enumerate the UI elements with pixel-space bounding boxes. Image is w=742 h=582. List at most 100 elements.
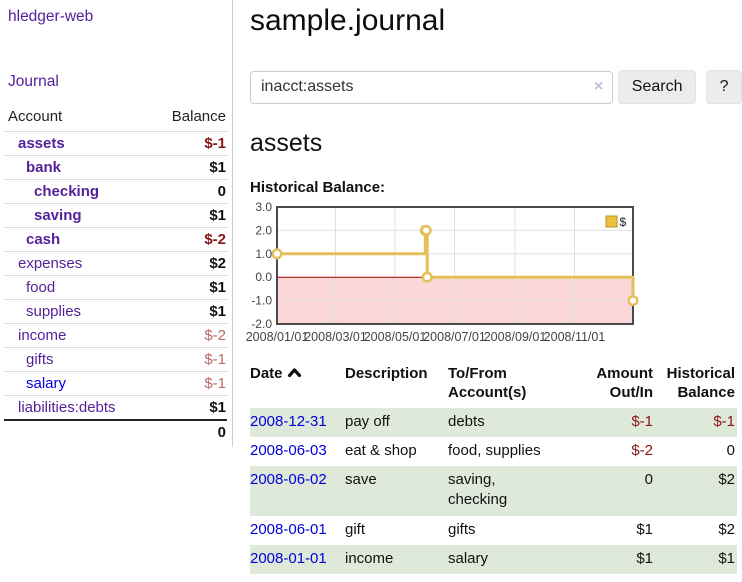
x-tick-label: 2008/03/01 [304, 330, 367, 344]
sidebar-account-name: checking [4, 179, 150, 204]
sidebar-account-row: checking 0 [4, 179, 227, 204]
data-point-marker [271, 248, 283, 260]
sidebar-account-name: gifts [4, 347, 150, 372]
sidebar-account-link-saving[interactable]: saving [34, 207, 82, 224]
sidebar-account-row: saving $1 [4, 203, 227, 228]
search-help-button[interactable]: ? [706, 70, 742, 104]
accounts-header-balance: Balance [171, 108, 226, 125]
register-cell-balance: $2 [718, 520, 735, 538]
register-cell-tofrom: food, supplies [448, 441, 541, 459]
y-tick-label: -1.0 [251, 294, 272, 308]
search-input[interactable] [250, 70, 614, 104]
register-header-date[interactable]: Date [250, 363, 345, 408]
sidebar-account-row: supplies $1 [4, 299, 227, 324]
sidebar-account-balance: $-2 [149, 227, 227, 252]
sidebar-account-row: assets $-1 [4, 131, 227, 156]
x-tick-label: 2008/05/01 [364, 330, 427, 344]
sidebar-accounts-body: assets $-1 bank $1 checking 0 saving $1 cash $-2 e… [4, 131, 227, 420]
sidebar-account-name: salary [4, 371, 150, 396]
register-cell-date: 2008-06-03 [250, 437, 345, 466]
accounts-total-value: 0 [149, 419, 227, 444]
register-header-row: Date Description To/From Account(s) Amou… [250, 363, 737, 408]
register-row: 2008-06-03 eat & shop food, supplies $-2 0 [250, 437, 737, 466]
sidebar-account-name: liabilities:debts [4, 395, 150, 420]
y-tick-label: 1.0 [255, 247, 272, 261]
sidebar-account-row: income $-2 [4, 323, 227, 348]
register-cell-date: 2008-12-31 [250, 407, 345, 437]
transaction-date-link[interactable]: 2008-06-02 [250, 471, 327, 488]
y-tick-label: -2.0 [251, 317, 272, 331]
sidebar-account-balance: $2 [149, 251, 227, 276]
sidebar-account-name: supplies [4, 299, 150, 324]
sidebar-account-balance: $1 [149, 395, 227, 420]
sidebar-account-row: gifts $-1 [4, 347, 227, 372]
register-cell-amount: $1 [636, 520, 653, 538]
legend-label: $ [620, 215, 627, 229]
register-row: 2008-01-01 income salary $1 $1 [250, 544, 737, 574]
sidebar-account-row: salary $-1 [4, 371, 227, 396]
search-box: × [250, 70, 614, 104]
accounts-table: Account Balance assets $-1 bank $1 checking 0… [4, 106, 227, 444]
accounts-header-row: Account Balance [4, 106, 227, 132]
transaction-date-link[interactable]: 2008-06-01 [250, 520, 327, 538]
sidebar-account-balance: $1 [149, 275, 227, 300]
y-tick-label: 3.0 [255, 201, 272, 214]
sidebar-account-name: bank [4, 155, 150, 180]
sort-ascending-icon [287, 368, 301, 378]
accounts-total-row: 0 [4, 419, 227, 444]
sidebar-account-row: cash $-2 [4, 227, 227, 252]
clear-search-icon[interactable]: × [593, 77, 604, 95]
sidebar-account-name: income [4, 323, 150, 348]
sidebar-account-name: cash [4, 227, 150, 252]
register-row: 2008-12-31 pay off debts $-1 $-1 [250, 407, 737, 437]
data-point-marker [420, 224, 432, 236]
data-point-marker [627, 295, 639, 307]
register-cell-description: eat & shop [345, 441, 417, 459]
register-cell-description: income [345, 544, 448, 574]
sidebar-account-link-supplies[interactable]: supplies [26, 303, 82, 320]
sidebar-account-name: food [4, 275, 150, 300]
register-cell-date: 2008-01-01 [250, 544, 345, 574]
sidebar-account-link-assets[interactable]: assets [18, 135, 65, 152]
sidebar-account-balance: $-2 [149, 323, 227, 348]
x-tick-label: 2008/11/01 [544, 330, 606, 344]
register-row: 2008-06-01 gift gifts $1 $2 [250, 516, 737, 545]
sidebar-account-row: liabilities:debts $1 [4, 395, 227, 420]
search-form: × Search ? [250, 70, 742, 104]
register-cell-description: pay off [345, 407, 448, 437]
plot-border [276, 206, 634, 325]
register-cell-balance: $2 [655, 466, 737, 516]
legend-swatch [605, 215, 618, 228]
sidebar: hledger-web Journal Account Balance asse… [0, 0, 233, 447]
sidebar-account-balance: $1 [149, 203, 227, 228]
sidebar-account-link-food[interactable]: food [26, 279, 56, 296]
search-button[interactable]: Search [618, 70, 697, 104]
register-header-tofrom: To/From Account(s) [448, 365, 527, 401]
sidebar-item-journal[interactable]: Journal [8, 73, 59, 90]
register-header-description: Description [345, 365, 428, 382]
sidebar-account-link-checking[interactable]: checking [34, 183, 100, 200]
data-point-marker [421, 271, 433, 283]
transaction-date-link[interactable]: 2008-06-03 [250, 441, 327, 459]
sidebar-account-link-income[interactable]: income [18, 327, 67, 344]
register-cell-amount: 0 [581, 466, 655, 516]
sidebar-account-link-expenses[interactable]: expenses [18, 255, 83, 272]
register-cell-amount: $-1 [581, 407, 655, 437]
sidebar-account-link-liabilities-debts[interactable]: liabilities:debts [18, 399, 116, 416]
sidebar-account-name: saving [4, 203, 150, 228]
y-tick-label: 2.0 [255, 223, 272, 237]
sidebar-account-link-bank[interactable]: bank [26, 159, 62, 176]
transaction-date-link[interactable]: 2008-01-01 [250, 549, 327, 567]
main-content: sample.journal × Search ? assets Histori… [233, 0, 742, 574]
sidebar-account-link-gifts[interactable]: gifts [26, 351, 54, 368]
sidebar-account-link-salary[interactable]: salary [26, 375, 67, 392]
app-brand-link[interactable]: hledger-web [8, 8, 94, 25]
spacer [4, 419, 150, 444]
sidebar-account-link-cash[interactable]: cash [26, 231, 61, 248]
register-cell-date: 2008-06-02 [250, 466, 345, 516]
register-cell-description: gift [345, 520, 366, 538]
transaction-date-link[interactable]: 2008-12-31 [250, 412, 327, 430]
register-header-balance: Historical Balance [666, 365, 735, 401]
chart-title: Historical Balance: [250, 179, 386, 196]
